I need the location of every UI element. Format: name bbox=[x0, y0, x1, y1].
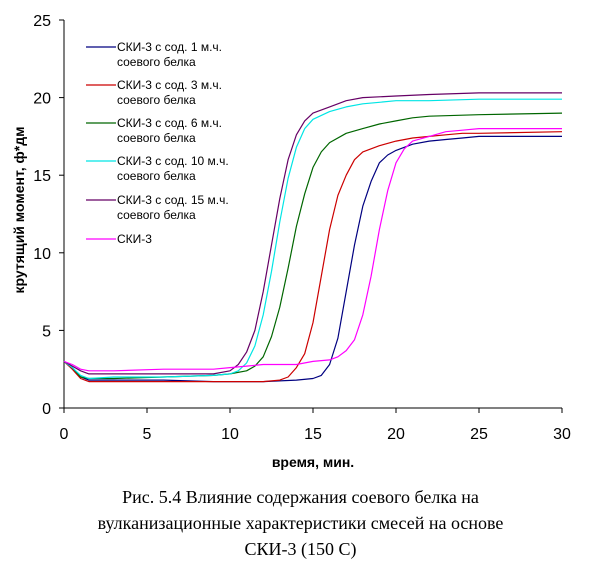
series-line-5 bbox=[63, 92, 562, 375]
y-tick-label: 0 bbox=[42, 401, 51, 418]
series-line-4 bbox=[63, 98, 562, 380]
caption-line-1: Рис. 5.4 Влияние содержания соевого белк… bbox=[122, 487, 479, 507]
y-tick-label: 20 bbox=[33, 91, 51, 108]
legend-item-1: СКИ-3 с сод. 1 м.ч.соевого белка bbox=[86, 40, 222, 69]
y-tick-label: 5 bbox=[42, 323, 51, 340]
legend-label-line2: соевого белка bbox=[117, 131, 196, 145]
series-line-2 bbox=[63, 131, 563, 383]
legend-label: СКИ-3 с сод. 15 м.ч. bbox=[117, 193, 229, 207]
y-tick-label: 10 bbox=[33, 246, 51, 263]
legend-label-line2: соевого белка bbox=[117, 55, 196, 69]
series-lines bbox=[63, 92, 563, 383]
legend-label-line2: соевого белка bbox=[117, 93, 196, 107]
legend-item-3: СКИ-3 с сод. 6 м.ч.соевого белка bbox=[86, 116, 222, 145]
caption-line-3: СКИ-3 (150 С) bbox=[244, 539, 357, 559]
axis-ticks: 0 5 10 15 20 25 0 5 10 15 20 25 30 bbox=[33, 13, 571, 443]
caption-line-2: вулканизационные характеристики смесей н… bbox=[97, 513, 504, 533]
legend-label: СКИ-3 с сод. 3 м.ч. bbox=[117, 78, 222, 92]
y-axis-title: крутящий момент, ф*дм bbox=[11, 127, 27, 294]
legend-item-4: СКИ-3 с сод. 10 м.ч.соевого белка bbox=[86, 154, 229, 183]
series-line-3 bbox=[63, 112, 563, 380]
legend-label: СКИ-3 с сод. 10 м.ч. bbox=[117, 154, 229, 168]
legend-item-5: СКИ-3 с сод. 15 м.ч.соевого белка bbox=[86, 193, 229, 222]
legend-label-line2: соевого белка bbox=[117, 169, 196, 183]
series-line-6 bbox=[63, 128, 562, 372]
x-tick-label: 10 bbox=[221, 426, 239, 443]
x-tick-label: 0 bbox=[60, 426, 69, 443]
y-tick-label: 25 bbox=[33, 13, 51, 30]
x-tick-label: 25 bbox=[470, 426, 488, 443]
x-axis-title: время, мин. bbox=[272, 454, 354, 470]
x-tick-label: 5 bbox=[143, 426, 152, 443]
legend-item-6: СКИ-3 bbox=[86, 232, 152, 246]
x-tick-label: 30 bbox=[553, 426, 571, 443]
figure-caption: Рис. 5.4 Влияние содержания соевого белк… bbox=[0, 484, 601, 562]
x-tick-label: 15 bbox=[304, 426, 322, 443]
legend-label: СКИ-3 bbox=[117, 232, 152, 246]
y-tick-label: 15 bbox=[33, 168, 51, 185]
series-line-1 bbox=[63, 135, 562, 383]
legend-label: СКИ-3 с сод. 6 м.ч. bbox=[117, 116, 222, 130]
legend-item-2: СКИ-3 с сод. 3 м.ч.соевого белка bbox=[86, 78, 222, 107]
legend-label-line2: соевого белка bbox=[117, 208, 196, 222]
legend-label: СКИ-3 с сод. 1 м.ч. bbox=[117, 40, 222, 54]
x-tick-label: 20 bbox=[387, 426, 405, 443]
